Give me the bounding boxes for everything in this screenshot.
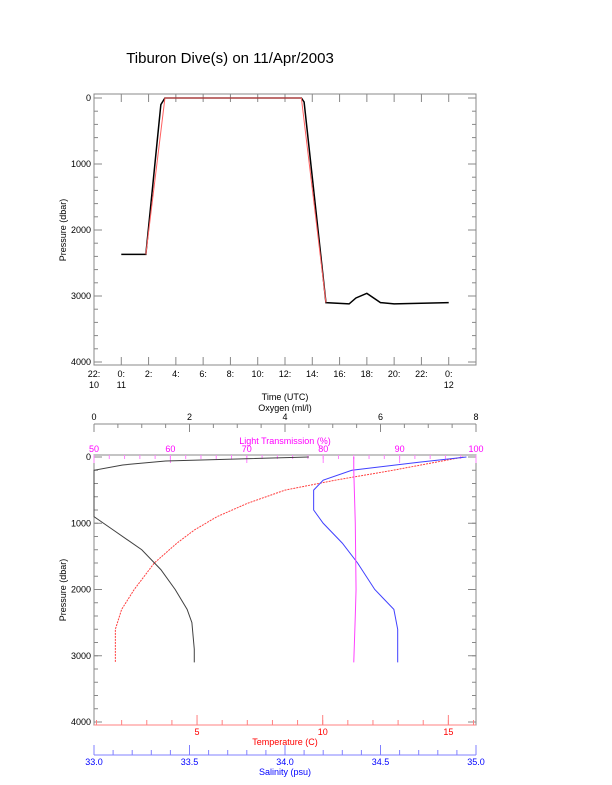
light-axis-label: Light Transmission (%) <box>239 436 331 446</box>
y-axis-label: Pressure (dbar) <box>58 559 68 622</box>
x-tick-label: 20: <box>388 369 401 379</box>
temperature-tick-label: 10 <box>318 727 328 737</box>
x-tick-label: 16: <box>333 369 346 379</box>
x-tick-label: 11 <box>117 380 126 390</box>
y-tick-label: 2000 <box>71 225 91 235</box>
x-tick-label: 10 <box>89 380 99 390</box>
y-tick-label: 3000 <box>71 651 91 661</box>
x-tick-label: 2: <box>145 369 153 379</box>
x-tick-label: 12 <box>444 380 454 390</box>
salinity-axis-label: Salinity (psu) <box>259 767 311 777</box>
light-tick-label: 100 <box>468 444 483 454</box>
x-tick-label: 8: <box>227 369 235 379</box>
light-tick-label: 70 <box>242 444 252 454</box>
light-tick-label: 90 <box>395 444 405 454</box>
temperature-axis-label: Temperature (C) <box>252 737 318 747</box>
y-tick-label: 3000 <box>71 291 91 301</box>
y-tick-label: 0 <box>86 93 91 103</box>
chart-title: Tiburon Dive(s) on 11/Apr/2003 <box>126 50 334 67</box>
y-tick-label: 4000 <box>71 717 91 727</box>
y-tick-label: 4000 <box>71 357 91 367</box>
x-tick-label: 18: <box>361 369 374 379</box>
y-tick-label: 1000 <box>71 518 91 528</box>
x-tick-label: 14: <box>306 369 319 379</box>
y-axis-label: Pressure (dbar) <box>58 199 68 262</box>
x-tick-label: 22: <box>415 369 428 379</box>
x-tick-label: 4: <box>172 369 180 379</box>
x-tick-label: 22: <box>88 369 101 379</box>
oxygen-axis-label: Oxygen (ml/l) <box>258 403 312 413</box>
plot-frame-bottom <box>93 454 477 726</box>
oxygen-tick-label: 8 <box>473 412 478 422</box>
salinity-tick-label: 35.0 <box>467 757 485 767</box>
series-pressure <box>121 97 449 305</box>
y-tick-label: 1000 <box>71 159 91 169</box>
salinity-tick-label: 34.0 <box>276 757 294 767</box>
x-tick-label: 12: <box>279 369 292 379</box>
light-tick-label: 80 <box>318 444 328 454</box>
light-tick-label: 50 <box>89 444 99 454</box>
salinity-tick-label: 33.5 <box>181 757 199 767</box>
x-tick-label: 10: <box>251 369 264 379</box>
x-tick-label: 6: <box>199 369 207 379</box>
oxygen-tick-label: 4 <box>282 412 287 422</box>
y-tick-label: 2000 <box>71 585 91 595</box>
y-tick-label: 0 <box>86 452 91 462</box>
x-axis-label: Time (UTC) <box>262 392 309 402</box>
series-temperature <box>114 456 464 663</box>
x-tick-label: 0: <box>445 369 453 379</box>
temperature-tick-label: 5 <box>195 727 200 737</box>
oxygen-tick-label: 2 <box>187 412 192 422</box>
salinity-tick-label: 34.5 <box>372 757 390 767</box>
salinity-tick-label: 33.0 <box>85 757 103 767</box>
series-salinity <box>313 456 467 663</box>
series-transit <box>145 97 327 303</box>
temperature-tick-label: 15 <box>443 727 453 737</box>
light-tick-label: 60 <box>165 444 175 454</box>
series-oxygen <box>93 456 309 663</box>
x-tick-label: 0: <box>118 369 126 379</box>
oxygen-tick-label: 0 <box>91 412 96 422</box>
series-light-transmission <box>353 457 357 663</box>
oxygen-tick-label: 6 <box>378 412 383 422</box>
plot-frame-top <box>93 93 477 366</box>
